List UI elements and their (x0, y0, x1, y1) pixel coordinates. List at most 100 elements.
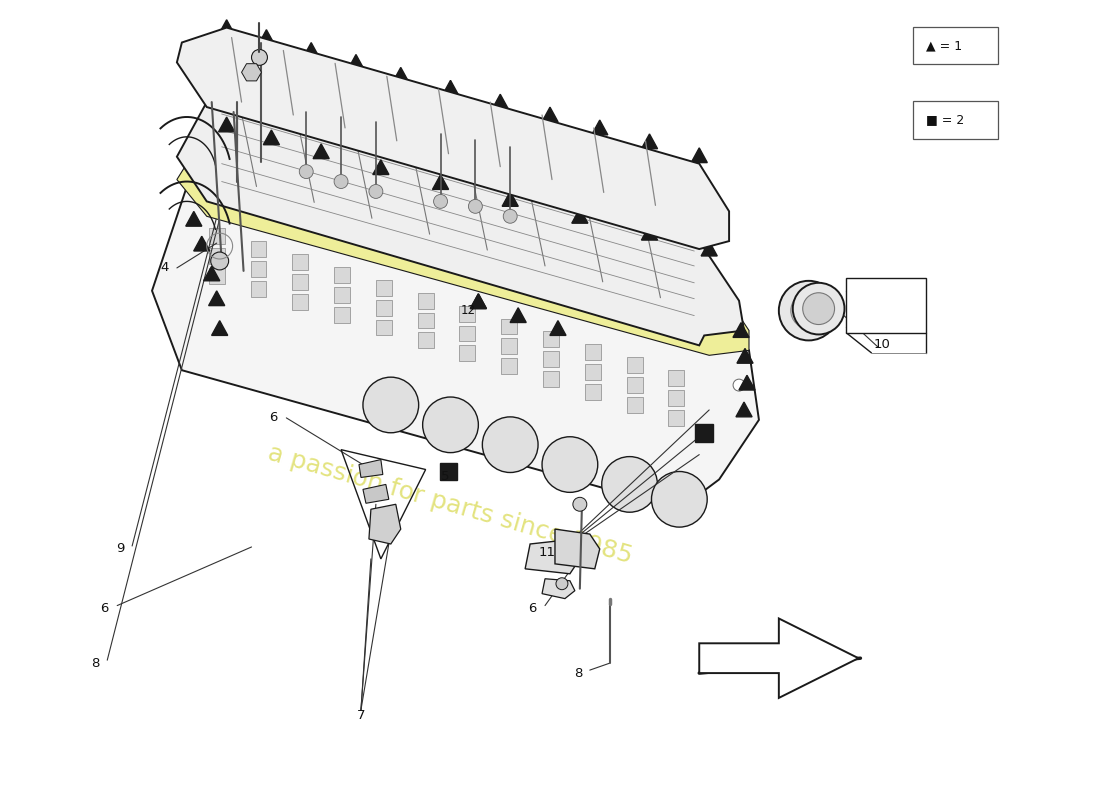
Text: 6: 6 (100, 602, 109, 615)
FancyBboxPatch shape (913, 26, 998, 64)
Bar (627, 377, 642, 393)
Bar (669, 390, 684, 406)
Bar (585, 364, 601, 380)
Circle shape (299, 165, 314, 178)
Bar (460, 326, 475, 342)
Circle shape (602, 457, 658, 512)
Circle shape (454, 214, 466, 226)
Bar (293, 294, 308, 310)
Circle shape (728, 330, 740, 342)
Text: 13: 13 (252, 52, 267, 65)
Text: 4: 4 (161, 262, 169, 274)
Polygon shape (368, 504, 400, 544)
Polygon shape (550, 321, 566, 335)
Polygon shape (592, 120, 608, 135)
Polygon shape (471, 294, 486, 309)
Text: europäres: europäres (172, 246, 629, 494)
Polygon shape (242, 41, 257, 55)
Bar (543, 351, 559, 367)
Circle shape (733, 379, 745, 391)
Bar (460, 306, 475, 322)
Polygon shape (542, 107, 558, 122)
Polygon shape (314, 144, 329, 158)
Bar (251, 261, 266, 277)
Bar (418, 333, 433, 348)
Bar (209, 248, 224, 264)
Polygon shape (525, 539, 580, 574)
Polygon shape (373, 160, 389, 174)
Polygon shape (695, 424, 713, 442)
Polygon shape (572, 209, 587, 223)
Bar (585, 344, 601, 360)
Polygon shape (510, 308, 526, 322)
Text: 6: 6 (528, 602, 537, 615)
Circle shape (651, 471, 707, 527)
Polygon shape (641, 134, 658, 149)
Polygon shape (556, 529, 600, 569)
Polygon shape (739, 375, 755, 390)
Polygon shape (304, 42, 319, 58)
Bar (460, 346, 475, 362)
Polygon shape (502, 191, 518, 206)
Bar (251, 281, 266, 297)
Bar (543, 371, 559, 387)
Bar (209, 268, 224, 284)
Polygon shape (258, 30, 275, 45)
Polygon shape (432, 174, 449, 190)
Polygon shape (492, 94, 508, 109)
Circle shape (469, 199, 482, 214)
Polygon shape (219, 117, 234, 132)
Bar (502, 318, 517, 334)
Polygon shape (701, 242, 717, 256)
Circle shape (514, 230, 526, 242)
Bar (418, 313, 433, 329)
Circle shape (433, 194, 448, 208)
FancyBboxPatch shape (913, 101, 998, 139)
Polygon shape (177, 132, 749, 355)
Text: 9: 9 (116, 542, 124, 555)
Bar (251, 241, 266, 257)
Bar (376, 300, 392, 315)
Circle shape (779, 281, 838, 341)
Circle shape (334, 174, 348, 189)
Circle shape (793, 283, 845, 334)
Circle shape (791, 293, 826, 329)
Circle shape (336, 178, 346, 190)
Bar (585, 384, 601, 400)
Polygon shape (442, 80, 459, 95)
Polygon shape (359, 459, 383, 478)
Circle shape (368, 185, 383, 198)
Circle shape (556, 578, 568, 590)
Bar (543, 331, 559, 347)
Circle shape (573, 498, 586, 511)
Circle shape (422, 397, 478, 453)
Polygon shape (242, 64, 262, 81)
Circle shape (363, 377, 419, 433)
Polygon shape (152, 142, 759, 510)
Polygon shape (542, 578, 575, 598)
Polygon shape (348, 54, 364, 70)
Text: 10: 10 (873, 338, 891, 351)
Polygon shape (194, 236, 210, 251)
Bar (293, 254, 308, 270)
Circle shape (693, 283, 705, 294)
Bar (334, 306, 350, 322)
Polygon shape (204, 266, 220, 281)
Polygon shape (186, 211, 202, 226)
Polygon shape (736, 402, 752, 417)
Polygon shape (691, 148, 707, 162)
Text: 7: 7 (356, 710, 365, 722)
Polygon shape (177, 28, 729, 249)
Bar (334, 286, 350, 302)
Bar (502, 358, 517, 374)
Text: 12: 12 (461, 304, 476, 317)
Bar (376, 280, 392, 296)
Polygon shape (393, 67, 409, 82)
Circle shape (634, 265, 646, 277)
Bar (669, 410, 684, 426)
Text: 8: 8 (574, 666, 582, 679)
Bar (334, 267, 350, 283)
Circle shape (482, 417, 538, 473)
Circle shape (216, 146, 228, 158)
Bar (418, 293, 433, 309)
